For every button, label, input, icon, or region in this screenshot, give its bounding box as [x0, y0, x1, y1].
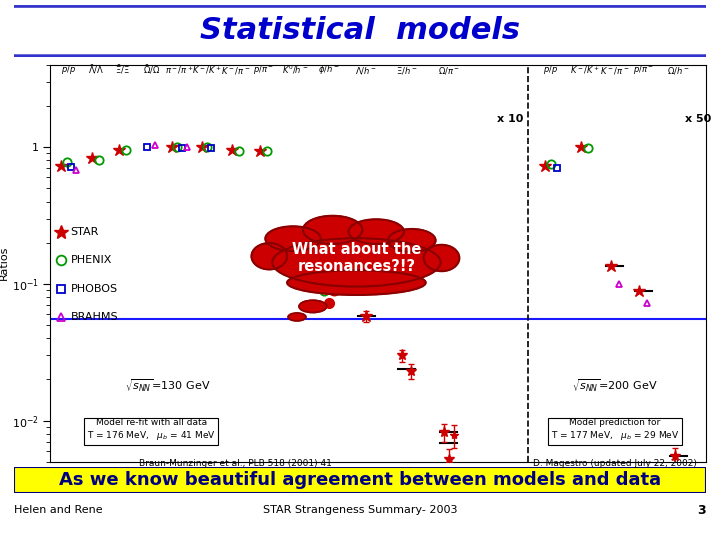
Ellipse shape — [265, 226, 321, 251]
Text: $\Omega/\pi^-$: $\Omega/\pi^-$ — [438, 65, 459, 76]
Text: $\Lambda/h^-$: $\Lambda/h^-$ — [355, 65, 377, 76]
Ellipse shape — [388, 229, 436, 252]
Text: BRAHMS: BRAHMS — [71, 312, 118, 322]
Text: D. Magestro (updated July 22, 2002): D. Magestro (updated July 22, 2002) — [533, 460, 697, 468]
Text: $\pi^-/\pi^+$: $\pi^-/\pi^+$ — [166, 64, 194, 76]
Text: What about the
resonances?!?: What about the resonances?!? — [292, 242, 421, 274]
Y-axis label: Ratios: Ratios — [0, 246, 9, 280]
Text: STAR Strangeness Summary- 2003: STAR Strangeness Summary- 2003 — [263, 505, 457, 515]
FancyBboxPatch shape — [14, 467, 706, 493]
Text: $\bar{\Omega}/\Omega$: $\bar{\Omega}/\Omega$ — [143, 63, 160, 76]
Ellipse shape — [288, 313, 306, 321]
Text: Helen and Rene: Helen and Rene — [14, 505, 103, 515]
Text: 3: 3 — [697, 504, 706, 517]
Text: $\bar{p}/p$: $\bar{p}/p$ — [61, 63, 76, 76]
Text: Model prediction for
T = 177 MeV,   $\mu_b$ = 29 MeV: Model prediction for T = 177 MeV, $\mu_b… — [551, 418, 679, 442]
Text: $K^-/\pi^-$: $K^-/\pi^-$ — [220, 65, 250, 76]
Text: $\bar{\Xi}/\Xi$: $\bar{\Xi}/\Xi$ — [115, 63, 130, 76]
Ellipse shape — [348, 219, 404, 244]
Text: $\bar{p}/\pi^-$: $\bar{p}/\pi^-$ — [633, 63, 654, 76]
Text: $\phi/h^-$: $\phi/h^-$ — [318, 63, 340, 76]
Text: x 50: x 50 — [685, 114, 711, 124]
Ellipse shape — [424, 245, 459, 271]
Ellipse shape — [251, 243, 287, 269]
Text: Statistical  models: Statistical models — [200, 16, 520, 44]
Text: x 10: x 10 — [498, 114, 523, 124]
Text: PHOBOS: PHOBOS — [71, 284, 117, 294]
Text: Braun-Munzinger et al., PLB 518 (2001) 41: Braun-Munzinger et al., PLB 518 (2001) 4… — [139, 460, 332, 468]
Text: $\Omega/h^-$: $\Omega/h^-$ — [667, 65, 690, 76]
Ellipse shape — [299, 300, 327, 313]
Text: STAR: STAR — [71, 227, 99, 237]
Text: $\sqrt{s_{NN}}$=200 GeV: $\sqrt{s_{NN}}$=200 GeV — [572, 377, 657, 394]
Text: $K^0/h^-$: $K^0/h^-$ — [282, 64, 309, 76]
Ellipse shape — [287, 271, 426, 295]
FancyBboxPatch shape — [0, 6, 720, 56]
Text: As we know beautiful agreement between models and data: As we know beautiful agreement between m… — [59, 471, 661, 489]
Text: $K^-/\pi^-$: $K^-/\pi^-$ — [600, 65, 629, 76]
Text: $\bar{p}/\pi^-$: $\bar{p}/\pi^-$ — [253, 63, 274, 76]
Text: $K^-/K^+$: $K^-/K^+$ — [570, 64, 600, 76]
Text: $\sqrt{s_{NN}}$=130 GeV: $\sqrt{s_{NN}}$=130 GeV — [125, 377, 211, 394]
Ellipse shape — [272, 238, 441, 287]
Text: $\bar{\Lambda}/\Lambda$: $\bar{\Lambda}/\Lambda$ — [88, 63, 104, 76]
Text: $\Xi/h^-$: $\Xi/h^-$ — [396, 65, 418, 76]
Ellipse shape — [303, 216, 362, 244]
Text: PHENIX: PHENIX — [71, 255, 112, 265]
Text: $\bar{p}/p$: $\bar{p}/p$ — [544, 63, 559, 76]
Text: Model re-fit with all data
T = 176 MeV,   $\mu_b$ = 41 MeV: Model re-fit with all data T = 176 MeV, … — [87, 418, 215, 442]
Text: $K^-/K^+$: $K^-/K^+$ — [192, 64, 222, 76]
